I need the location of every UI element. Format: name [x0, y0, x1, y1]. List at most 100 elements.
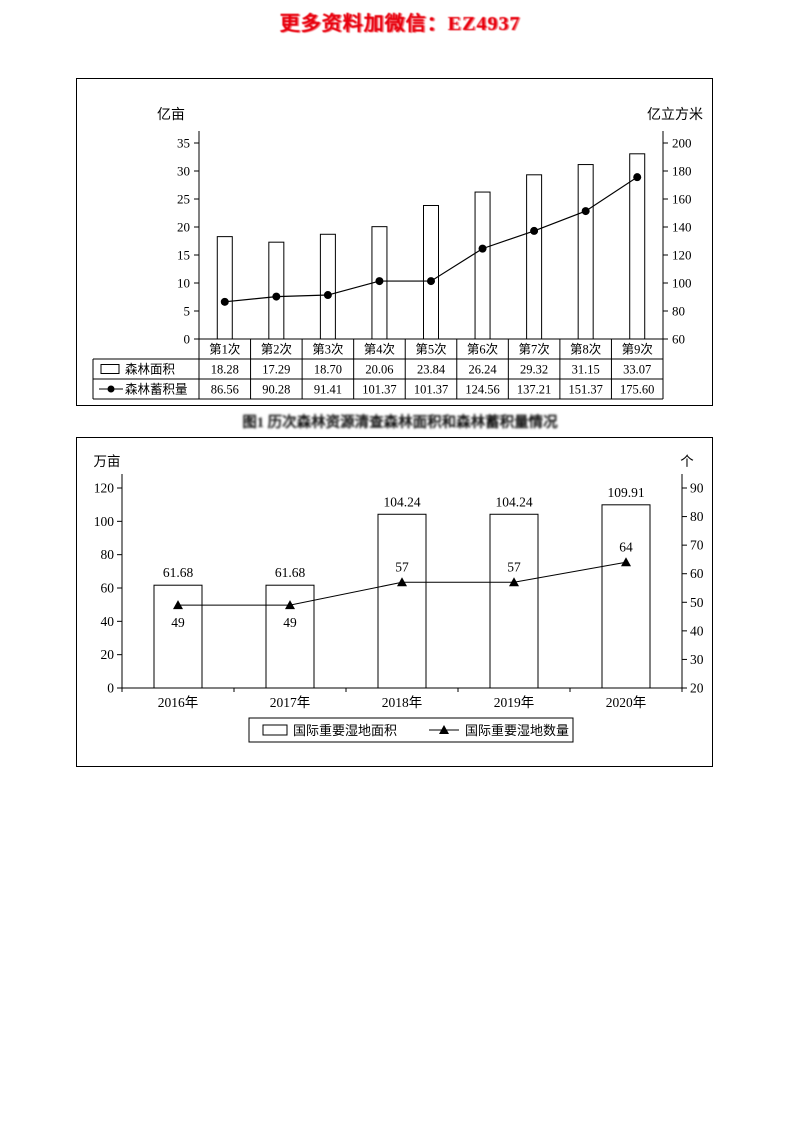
triangle-marker	[285, 600, 295, 610]
chart-text: 100	[94, 514, 115, 529]
triangle-marker	[621, 557, 631, 567]
chart-text: 151.37	[568, 383, 602, 397]
chart-text: 31.15	[572, 363, 600, 377]
chart-text: 80	[690, 509, 704, 524]
chart-text: 120	[672, 248, 692, 263]
chart-text: 2018年	[382, 695, 423, 710]
chart-text: 2017年	[270, 695, 311, 710]
chart-text: 57	[395, 559, 409, 574]
bar	[474, 191, 491, 340]
line-point	[375, 277, 384, 286]
chart-text: 2016年	[158, 695, 199, 710]
chart-text: 57	[507, 559, 521, 574]
chart-text: 0	[184, 332, 191, 347]
triangle-marker	[173, 600, 183, 610]
triangle-marker	[397, 577, 407, 587]
line-point	[633, 173, 642, 182]
chart-text: 124.56	[465, 383, 499, 397]
line-point	[323, 291, 332, 300]
triangle-legend-marker	[439, 725, 449, 734]
bar	[629, 153, 646, 340]
line-point	[272, 292, 281, 301]
chart-text: 第3次	[312, 343, 343, 357]
chart-text: 40	[101, 614, 115, 629]
bar	[489, 513, 539, 689]
chart-text: 18.28	[211, 363, 239, 377]
chart-text: 80	[672, 304, 685, 319]
data-table-group: 第1次 第2次 第3次 第4次 第5次 第6次 第7次 第8次 第9次 18.28 17.29 18.…	[92, 338, 664, 400]
chart-text: 101.37	[414, 383, 448, 397]
chart-text: 第5次	[415, 343, 446, 357]
chart-text: 20	[177, 220, 190, 235]
chart-text: 20.06	[365, 363, 393, 377]
chart-text: 第1次	[209, 343, 240, 357]
chart-text: 35	[177, 136, 190, 151]
chart-text: 104.24	[383, 494, 420, 509]
chart-text: 90	[690, 481, 704, 496]
bar-legend-swatch	[262, 724, 288, 736]
chart-text: 33.07	[623, 363, 651, 377]
legend-group: 国际重要湿地面积 国际重要湿地数量	[248, 717, 574, 743]
chart-text: 10	[177, 276, 190, 291]
chart-text: 15	[177, 248, 190, 263]
chart-text: 25	[177, 192, 190, 207]
chart-text: 140	[672, 220, 692, 235]
chart-text: 23.84	[417, 363, 446, 377]
chart-text: 29.32	[520, 363, 548, 377]
chart-text: 200	[672, 136, 692, 151]
chart-text: 30	[177, 164, 190, 179]
forest-area-bars	[216, 153, 646, 340]
axes-group: 万亩 个 0 20 40 60 80 100 120 20 30 40 50 60 70 80 90 2016年 2…	[94, 453, 704, 710]
chart-text: 91.41	[314, 383, 342, 397]
triangle-marker	[509, 577, 519, 587]
chart-text: 国际重要湿地数量	[465, 723, 569, 738]
bar	[577, 164, 594, 340]
bar	[319, 233, 336, 340]
chart-text: 101.37	[362, 383, 396, 397]
chart-text: 49	[283, 615, 297, 630]
forest-stock-line	[220, 173, 642, 306]
line-point	[581, 207, 590, 216]
chart-text: 亿立方米	[647, 107, 703, 123]
bar-legend-swatch	[100, 364, 120, 374]
chart-text: 160	[672, 192, 692, 207]
bar	[526, 174, 543, 340]
chart-text: 17.29	[262, 363, 290, 377]
chart-text: 109.91	[607, 485, 644, 500]
forest-chart-box: 亿亩 亿立方米 0 5 10 15 20 25 30 35 60 80 100 120 140 160 180 2…	[76, 78, 713, 406]
chart-text: 180	[672, 164, 692, 179]
bar	[377, 513, 427, 689]
chart-text: 第4次	[364, 343, 395, 357]
chart-text: 第7次	[518, 343, 549, 357]
wetland-chart-box: 万亩 个 0 20 40 60 80 100 120 20 30 40 50 60 70 80 90 2016年 2…	[76, 437, 713, 767]
bar	[268, 241, 285, 340]
axes-group: 亿亩 亿立方米 0 5 10 15 20 25 30 35 60 80 100 120 140 160 180 2…	[157, 106, 703, 347]
line-legend-marker	[107, 385, 115, 393]
chart-text: 万亩	[94, 453, 121, 469]
bar	[216, 236, 233, 340]
chart-text: 26.24	[468, 363, 497, 377]
chart-text: 30	[690, 652, 704, 667]
chart-text: 60	[672, 332, 685, 347]
chart-text: 森林面积	[125, 362, 175, 377]
chart-text: 亿亩	[157, 106, 185, 123]
figure1-caption: 图1 历次森林资源清查森林面积和森林蓄积量情况	[242, 415, 558, 431]
chart-text: 第6次	[467, 343, 498, 357]
chart-text: 61.68	[163, 565, 194, 580]
chart-text: 0	[107, 681, 114, 696]
chart-text: 137.21	[517, 383, 551, 397]
chart-text: 104.24	[495, 494, 532, 509]
chart-text: 86.56	[211, 383, 239, 397]
wetland-area-count-chart: 万亩 个 0 20 40 60 80 100 120 20 30 40 50 60 70 80 90 2016年 2…	[94, 453, 704, 743]
chart-text: 森林蓄积量	[125, 382, 188, 397]
chart-text: 20	[101, 647, 115, 662]
chart-text: 61.68	[275, 565, 306, 580]
chart-text: 80	[101, 547, 115, 562]
chart-text: 64	[619, 539, 633, 554]
bar	[423, 204, 439, 340]
line-point	[530, 226, 539, 235]
watermark-header: 更多资料加微信：EZ4937	[279, 13, 521, 35]
chart-text: 第8次	[570, 343, 601, 357]
legend-box	[248, 717, 574, 743]
chart-text: 49	[171, 615, 185, 630]
